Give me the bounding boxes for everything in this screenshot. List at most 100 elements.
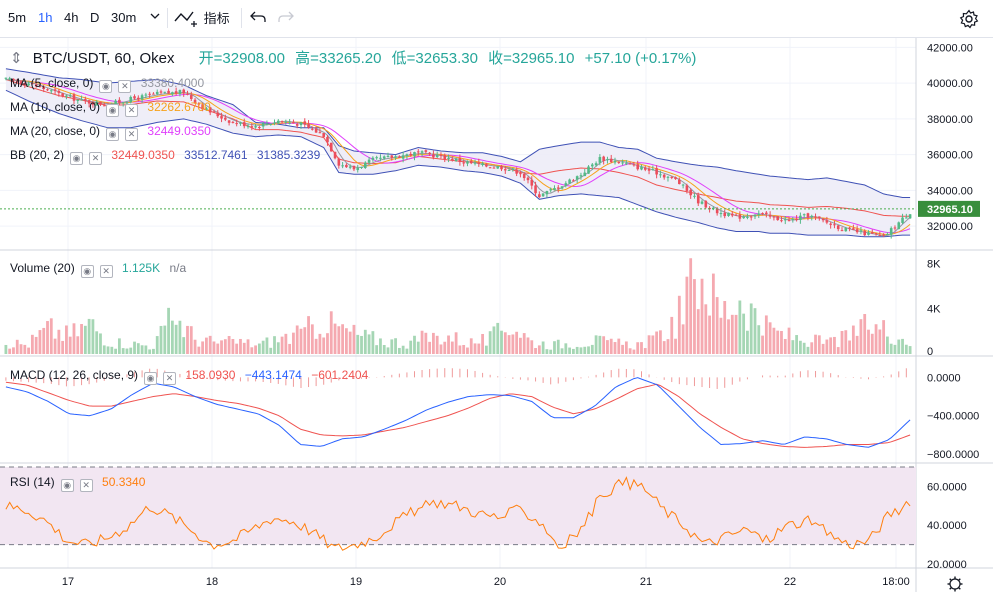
volume-bar (462, 344, 466, 354)
close-icon[interactable]: ✕ (89, 152, 103, 165)
indicators-icon (174, 11, 197, 27)
candle-body (734, 214, 738, 216)
legend-macd[interactable]: MACD (12, 26, close, 9) ◉ ✕ 158.0930 −443.… (10, 367, 368, 385)
eye-icon[interactable]: ◉ (70, 152, 84, 165)
pane-dividers (0, 38, 993, 592)
volume-bar (640, 342, 643, 354)
candle-body (564, 183, 568, 186)
candle-body (572, 180, 575, 182)
chart-canvas[interactable]: 42000.00 40000.00 38000.00 36000.00 34000.00… (0, 38, 993, 592)
redo-icon[interactable] (278, 10, 294, 27)
symbol-icon[interactable]: ⇕ (10, 50, 23, 67)
candle-body (814, 216, 817, 218)
volume-bar (193, 339, 197, 354)
time-tick-label: 20 (494, 576, 506, 588)
volume-bar (764, 315, 768, 354)
candle-body (129, 96, 133, 103)
eye-icon[interactable]: ◉ (99, 80, 113, 93)
candle-body (870, 232, 874, 234)
volume-bar (621, 344, 624, 354)
candle-body (341, 165, 344, 167)
candle-body (15, 80, 19, 82)
volume-tick-label: 0 (927, 346, 933, 358)
macd-line (5, 377, 911, 448)
volume-bar (734, 314, 738, 354)
candle-body (749, 216, 753, 218)
interval-30m[interactable]: 30m (111, 10, 137, 25)
interval-5m[interactable]: 5m (8, 10, 27, 25)
volume-bar (189, 326, 193, 354)
volume-bar (776, 330, 780, 354)
volume-bar (825, 339, 829, 354)
interval-d[interactable]: D (90, 10, 100, 25)
chevron-down-icon[interactable] (150, 9, 160, 24)
eye-icon[interactable]: ◉ (106, 128, 120, 141)
candle-body (678, 179, 681, 185)
interval-4h[interactable]: 4h (64, 10, 79, 25)
legend-ma5[interactable]: MA (5, close, 0) ◉ ✕ 33380.4000 (10, 75, 204, 93)
eye-icon[interactable]: ◉ (106, 104, 120, 117)
candle-body (772, 216, 776, 218)
legend-bb[interactable]: BB (20, 2) ◉ ✕ 32449.0350 33512.7461 31385… (10, 147, 320, 165)
candle-body (485, 164, 488, 167)
volume-bar (117, 338, 121, 354)
eye-icon[interactable]: ◉ (60, 479, 74, 492)
price-tick-label: 40000.00 (927, 78, 973, 90)
close-icon[interactable]: ✕ (125, 104, 139, 117)
candle-body (443, 155, 447, 160)
candle-body (428, 152, 431, 155)
volume-bar (802, 342, 806, 354)
undo-icon[interactable] (250, 10, 266, 27)
volume-bar (556, 339, 560, 354)
close-icon[interactable]: ✕ (163, 372, 177, 385)
candle-body (670, 176, 674, 178)
candle-body (34, 84, 38, 87)
legend-ma10-label: MA (10, close, 0) (10, 100, 101, 114)
close-icon[interactable]: ✕ (79, 479, 93, 492)
volume-bar (46, 321, 49, 354)
candle-body (723, 212, 727, 217)
legend-volume[interactable]: Volume (20) ◉ ✕ 1.125K n/a (10, 260, 186, 278)
symbol-label[interactable]: BTC/USDT, 60, Okex (32, 50, 175, 67)
volume-bar (723, 301, 727, 354)
volume-bar (530, 340, 534, 354)
gear-icon[interactable] (959, 9, 979, 34)
legend-ma10[interactable]: MA (10, close, 0) ◉ ✕ 32262.6700 (10, 99, 211, 117)
close-icon[interactable]: ✕ (99, 265, 113, 278)
volume-bar (624, 341, 628, 354)
volume-bar (606, 340, 609, 354)
eye-icon[interactable]: ◉ (80, 265, 94, 278)
volume-bar (318, 333, 322, 354)
price-tick-label: 34000.00 (927, 185, 973, 197)
volume-bar (371, 331, 375, 354)
volume-bar (677, 295, 681, 354)
legend-rsi[interactable]: RSI (14) ◉ ✕ 50.3340 (10, 474, 145, 492)
candle-body (469, 160, 473, 164)
volume-bar (848, 340, 851, 354)
legend-ma20[interactable]: MA (20, close, 0) ◉ ✕ 32449.0350 (10, 123, 211, 141)
volume-bar (140, 345, 144, 354)
eye-icon[interactable]: ◉ (144, 372, 158, 385)
candle-body (855, 229, 859, 233)
candle-body (91, 102, 95, 105)
interval-1h[interactable]: 1h (38, 10, 53, 25)
candle-body (549, 189, 552, 191)
indicators-button[interactable]: 指标 (174, 8, 230, 27)
volume-bar (662, 341, 666, 354)
candle-body (579, 175, 583, 177)
candle-body (435, 155, 439, 158)
volume-bar (753, 308, 757, 354)
volume-bar (125, 348, 129, 354)
close-icon[interactable]: ✕ (118, 80, 132, 93)
rsi-tick-label: 20.0000 (927, 559, 967, 571)
candle-body (791, 218, 795, 220)
candle-body (863, 231, 867, 236)
candle-body (420, 151, 424, 153)
close-icon[interactable]: ✕ (125, 128, 139, 141)
volume-bar (526, 337, 530, 354)
volume-bar (454, 332, 458, 354)
volume-bar (568, 347, 572, 354)
volume-bar (239, 338, 242, 354)
candle-body (905, 217, 908, 219)
volume-bar (284, 333, 288, 354)
